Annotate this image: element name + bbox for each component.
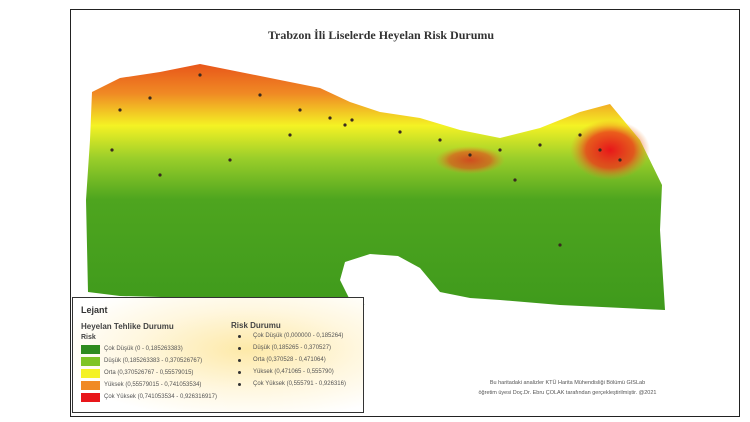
hazard-label: Çok Düşük (0 - 0,185263383) [104, 346, 183, 352]
risk-class: Düşük (0,185265 - 0,370527) [238, 345, 331, 351]
hazard-class: Çok Düşük (0 - 0,185263383) [81, 344, 183, 354]
risk-heading: Risk Durumu [231, 321, 281, 330]
point-icon [238, 334, 241, 338]
hazard-class: Çok Yüksek (0,741053534 - 0,926316917) [81, 392, 217, 402]
risk-label: Çok Düşük (0,000000 - 0,185264) [253, 333, 344, 339]
swatch [81, 380, 100, 390]
risk-class: Yüksek (0,471065 - 0,555790) [238, 369, 334, 375]
risk-label: Düşük (0,185265 - 0,370527) [253, 345, 332, 351]
hazard-heading: Heyelan Tehlike Durumu [81, 322, 174, 331]
hazard-label: Orta (0,370526767 - 0,55579015) [104, 370, 194, 376]
swatch [81, 356, 100, 366]
hazard-class: Düşük (0,185263383 - 0,370526767) [81, 356, 202, 366]
swatch [81, 392, 100, 402]
hazard-class: Yüksek (0,55579015 - 0,741053534) [81, 380, 201, 390]
swatch [81, 344, 100, 354]
hazard-label: Yüksek (0,55579015 - 0,741053534) [104, 382, 202, 388]
credit-line: öğretim üyesi Doç.Dr. Ebru ÇOLAK tarafın… [478, 390, 657, 396]
hazard-class: Orta (0,370526767 - 0,55579015) [81, 368, 193, 378]
swatch [81, 368, 100, 378]
risk-label: Yüksek (0,471065 - 0,555790) [253, 369, 334, 375]
legend: Lejant Heyelan Tehlike Durumu Risk Çok D… [72, 297, 364, 413]
hazard-subheading: Risk [81, 334, 96, 341]
very-high-hazard-zone [435, 146, 505, 174]
risk-label: Çok Yüksek (0,555791 - 0,926316) [253, 381, 346, 387]
risk-class: Çok Yüksek (0,555791 - 0,926316) [238, 381, 346, 387]
risk-label: Orta (0,370528 - 0,471064) [253, 357, 326, 363]
province-shape [86, 64, 665, 310]
point-icon [238, 382, 241, 386]
point-icon [238, 370, 241, 374]
risk-class: Orta (0,370528 - 0,471064) [238, 357, 326, 363]
point-icon [238, 346, 241, 350]
school-points [110, 73, 622, 247]
risk-class: Çok Düşük (0,000000 - 0,185264) [238, 333, 343, 339]
hazard-label: Düşük (0,185263383 - 0,370526767) [104, 358, 203, 364]
hazard-label: Çok Yüksek (0,741053534 - 0,926316917) [104, 394, 217, 400]
legend-title: Lejant [81, 305, 108, 315]
credit-note: Bu haritadaki analizler KTÜ Harita Mühen… [445, 378, 690, 398]
map-title: Trabzon İli Liselerde Heyelan Risk Durum… [267, 28, 495, 42]
very-high-hazard-zone [570, 120, 650, 180]
credit-line: Bu haritadaki analizler KTÜ Harita Mühen… [489, 380, 646, 386]
point-icon [238, 358, 241, 362]
